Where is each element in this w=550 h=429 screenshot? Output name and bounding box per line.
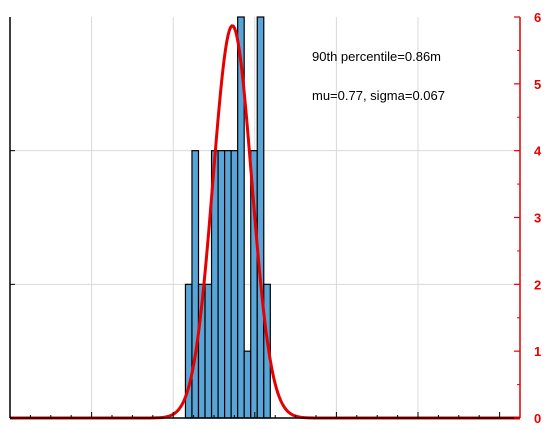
- histogram-bar-7: [230, 150, 239, 419]
- annotation-mu-sigma: mu=0.77, sigma=0.067: [312, 88, 445, 103]
- histogram-bar-6: [224, 150, 232, 419]
- right-tick-label-1: 1: [534, 344, 541, 359]
- right-tick-label-5: 5: [534, 77, 541, 92]
- right-tick-label-2: 2: [534, 277, 541, 292]
- histogram-bar-9: [243, 350, 252, 419]
- tick-layer: 0 1 2 3 4 5 6: [10, 10, 542, 426]
- bar-layer: [184, 16, 271, 419]
- histogram-bar-1: [191, 150, 200, 419]
- annotation-percentile: 90th percentile=0.86m: [312, 49, 441, 64]
- histogram-bar-5: [217, 150, 226, 419]
- right-tick-label-0: 0: [534, 411, 541, 426]
- histogram-bar-11: [256, 16, 265, 419]
- histogram-bar-3: [204, 283, 213, 419]
- right-tick-label-6: 6: [534, 10, 541, 25]
- right-tick-label-3: 3: [534, 211, 541, 226]
- right-tick-label-4: 4: [534, 144, 542, 159]
